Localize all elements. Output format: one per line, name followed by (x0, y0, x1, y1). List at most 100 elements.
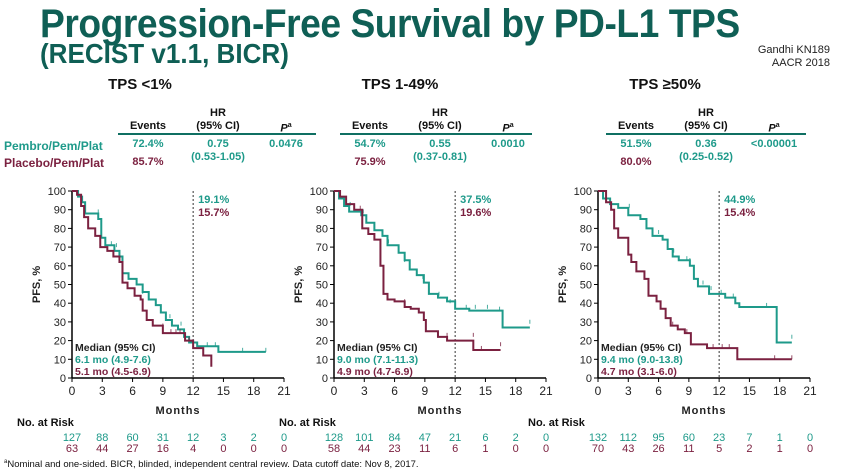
citation-line-1: Gandhi KN189 (757, 44, 830, 56)
citation: Gandhi KN189 AACR 2018 (758, 44, 830, 70)
header-p-superscript: a (287, 122, 292, 129)
header-hr-ci: (95% CI) (418, 120, 462, 132)
x-tick-label: 21 (277, 384, 291, 398)
x-tick-label: 21 (539, 384, 553, 398)
arm-label-pembro: Pembro/Pem/Plat (4, 139, 103, 153)
header-hr-ci: (95% CI) (684, 120, 728, 132)
placebo-events: 80.0% (620, 156, 652, 168)
table-rule (118, 133, 316, 135)
at-risk-placebo: 0 (806, 443, 814, 455)
pembro-events: 51.5% (620, 138, 652, 150)
km-curve-placebo (72, 190, 213, 367)
x-tick-label: 18 (247, 384, 261, 398)
y-tick-label: 50 (54, 280, 66, 292)
header-hr: HR (210, 107, 226, 119)
header-p-superscript: a (509, 122, 514, 129)
panel-title: TPS ≥50% (629, 76, 701, 93)
at-risk-pembro: 2 (512, 432, 519, 444)
panel-title: TPS 1-49% (361, 76, 439, 93)
placebo-events: 75.9% (354, 156, 386, 168)
x-tick-label: 6 (129, 384, 136, 398)
table-rule (606, 133, 806, 135)
median-pembro: 9.0 mo (7.1-11.3) (337, 354, 418, 366)
x-tick-label: 12 (712, 384, 726, 398)
y-tick-label: 20 (580, 336, 592, 348)
panel-title: TPS <1% (108, 76, 172, 93)
km-plot: 0 10 20 30 40 50 60 70 80 90 100 0 3 6 9 12 15 18 21 PFS, %… (31, 186, 291, 417)
header-hr: HR (698, 107, 714, 119)
header-events: Events (351, 120, 389, 132)
y-tick-label: 40 (316, 298, 328, 310)
y-tick-label: 30 (54, 317, 66, 329)
header-p-label: P (280, 122, 288, 135)
pembro-events: 54.7% (354, 138, 386, 150)
at-risk-placebo: 1 (776, 443, 783, 455)
hazard-ratio-ci: (0.37-0.81) (413, 151, 467, 163)
x-tick-label: 3 (625, 384, 632, 398)
slide-title: Progression-Free Survival by PD-L1 TPS (40, 2, 740, 46)
at-risk-placebo: 0 (220, 443, 227, 455)
at-risk-placebo: 0 (542, 443, 550, 455)
y-tick-label: 50 (316, 280, 328, 292)
at-risk-placebo: 58 (327, 443, 341, 455)
at-risk-label: No. at Risk (528, 417, 585, 429)
at-risk-pembro: 3 (220, 432, 227, 444)
y-tick-label: 0 (322, 373, 328, 385)
arm-label-placebo: Placebo/Pem/Plat (4, 156, 105, 170)
x-tick-label: 18 (509, 384, 523, 398)
y-tick-label: 30 (580, 317, 592, 329)
hazard-ratio: 0.36 (695, 138, 717, 150)
y-tick-label: 10 (580, 354, 592, 366)
footnote: aNominal and one-sided. BICR, blinded, i… (4, 459, 419, 470)
y-tick-label: 70 (54, 242, 66, 254)
y-axis-label: PFS, % (293, 266, 305, 304)
at-risk-pembro: 128 (324, 432, 344, 444)
y-tick-label: 80 (54, 223, 66, 235)
landmark-pembro: 44.9% (724, 194, 755, 206)
at-risk-pembro: 95 (652, 432, 665, 444)
x-tick-label: 0 (331, 384, 338, 398)
header-p-value: Pa (256, 120, 316, 135)
y-axis-label: PFS, % (557, 266, 569, 304)
x-tick-label: 15 (743, 384, 757, 398)
at-risk-label: No. at Risk (279, 417, 336, 429)
at-risk-placebo: 44 (96, 443, 109, 455)
at-risk-pembro: 60 (126, 432, 139, 444)
x-tick-label: 15 (217, 384, 231, 398)
median-placebo: 4.9 mo (4.7-6.9) (337, 366, 413, 378)
km-curve-placebo (598, 190, 792, 361)
at-risk-pembro: 23 (713, 432, 726, 444)
p-value: 0.0476 (269, 138, 303, 150)
median-header: Median (95% CI) (75, 342, 156, 354)
x-tick-label: 9 (686, 384, 693, 398)
at-risk-label: No. at Risk (17, 417, 74, 429)
at-risk-placebo: 4 (190, 443, 197, 455)
y-tick-label: 60 (316, 261, 328, 273)
x-tick-label: 0 (69, 384, 76, 398)
at-risk-pembro: 60 (682, 432, 695, 444)
at-risk-pembro: 88 (96, 432, 109, 444)
y-tick-label: 20 (316, 336, 328, 348)
at-risk-pembro: 127 (62, 432, 82, 444)
placebo-events: 85.7% (132, 156, 164, 168)
at-risk-pembro: 47 (418, 432, 431, 444)
median-header: Median (95% CI) (337, 342, 418, 354)
header-p-value: Pa (744, 120, 804, 135)
at-risk-placebo: 63 (65, 443, 79, 455)
y-tick-label: 20 (54, 336, 66, 348)
x-tick-label: 21 (803, 384, 817, 398)
pembro-events: 72.4% (132, 138, 164, 150)
slide-subtitle: (RECIST v1.1, BICR) (40, 38, 289, 69)
at-risk-pembro: 0 (542, 432, 550, 444)
p-value: 0.0010 (491, 138, 525, 150)
at-risk-pembro: 1 (776, 432, 783, 444)
at-risk-pembro: 12 (187, 432, 200, 444)
at-risk-placebo: 0 (512, 443, 519, 455)
at-risk-pembro: 21 (449, 432, 462, 444)
at-risk-pembro: 112 (619, 432, 638, 444)
at-risk-placebo: 1 (482, 443, 489, 455)
at-risk-pembro: 2 (250, 432, 257, 444)
landmark-pembro: 19.1% (198, 194, 229, 206)
at-risk-placebo: 44 (358, 443, 371, 455)
y-tick-label: 70 (580, 242, 592, 254)
